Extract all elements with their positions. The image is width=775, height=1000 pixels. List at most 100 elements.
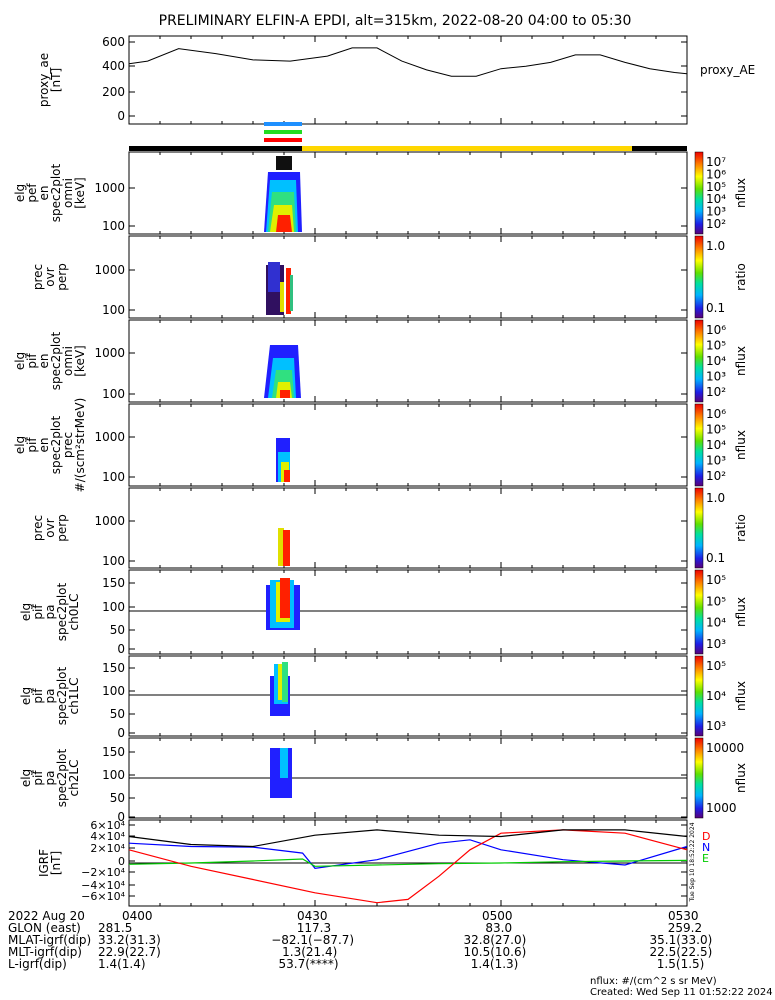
panel-4-ylabel: [keV]: [73, 345, 87, 376]
panel-3-ylabel: ovr: [43, 267, 57, 286]
p7-green: [282, 662, 288, 702]
panel-8-ylabel: pif: [31, 688, 45, 704]
panel-6-colorbar: [694, 487, 704, 569]
panel-5-colorbar: [694, 403, 704, 487]
panel-9-ylabel: pa: [43, 771, 57, 786]
panel-2-ytick: 1000: [94, 181, 125, 195]
xaxis-row-value: 259.2: [667, 921, 703, 935]
panel-7-ytick: 100: [102, 600, 125, 614]
xaxis-row-value: 1.4(1.3): [470, 957, 519, 971]
xaxis-row-label: MLAT-igrf(dip): [8, 933, 92, 947]
panel-5-ylabel: en: [37, 438, 51, 453]
panel-1-frame: [128, 35, 688, 125]
panel-5-ytick: 1000: [94, 430, 125, 444]
panel-8-ytick: 0: [117, 726, 125, 740]
panel-1-ylabel: proxy_ae: [37, 53, 51, 107]
panel-5-ylabel: prec: [61, 432, 75, 458]
panel-4-ylabel: elg: [13, 352, 27, 370]
panel-2-ylabel: spec2plot: [49, 163, 63, 222]
panel-9-colorbar: [694, 737, 704, 819]
panel-5-cbar-tick: 10²: [706, 469, 726, 483]
panel-6-ylabel: perp: [55, 514, 69, 542]
panel-10-ytick: 0: [118, 855, 125, 868]
panel-4-ylabel: spec2plot: [49, 331, 63, 390]
panel-3-cbar-tick: 0.1: [706, 301, 725, 315]
xaxis-tick-0500: 0500: [482, 909, 513, 923]
xaxis-header: 2022 Aug 20: [8, 909, 85, 923]
panel-2-cbar-tick: 10³: [706, 205, 726, 219]
panel-10-ylabel: IGRF: [37, 849, 51, 877]
xaxis-row-value: 281.5: [98, 921, 133, 935]
panel-8-ylabel: ch1LC: [67, 678, 81, 715]
p8-cyan: [280, 748, 288, 778]
panel-4-cbar-label: nflux: [734, 346, 748, 376]
panel-8-ylabel: pa: [43, 689, 57, 704]
panel-8-ytick: 150: [102, 661, 125, 675]
panel-4-cbar-tick: 10⁴: [706, 354, 726, 368]
created-stamp: Created: Wed Sep 11 01:52:22 2024: [590, 987, 773, 998]
panel-9-ylabel: pif: [31, 770, 45, 786]
panel-5-frame: [128, 403, 688, 487]
panel-6-cbar-tick: 0.1: [706, 551, 725, 565]
panel-8-frame: [128, 655, 688, 737]
igrf-total-line: [128, 829, 688, 848]
panel-2-cbar-label: nflux: [734, 178, 748, 208]
panel-4-ytick: 100: [102, 387, 125, 401]
panel-10-ytick: −6×10⁴: [81, 890, 125, 903]
panel-6-cbar-label: ratio: [734, 514, 748, 542]
panel-4-cbar-tick: 10⁵: [706, 339, 726, 353]
igrf-legend-n: N: [702, 841, 710, 854]
panel-2-cbar-tick: 10⁶: [706, 167, 726, 181]
p1-red: [276, 215, 292, 232]
xaxis-row-value: 83.0: [485, 921, 513, 935]
panel-9-cbar-tick: 1000: [706, 801, 737, 815]
xaxis-row-value: 10.5(10.6): [463, 945, 527, 959]
panel-7-ytick: 150: [102, 576, 125, 590]
panel-7-cbar-tick: 10⁵: [706, 573, 726, 587]
panel-7-ytick: 50: [110, 623, 125, 637]
panel-10-ytick: 6×10⁴: [90, 819, 125, 832]
time-status-bars: [129, 122, 687, 151]
panel-7-ylabel: elg: [19, 603, 33, 621]
xaxis-row-label: MLT-igrf(dip): [8, 945, 82, 959]
panel-4-ylabel: pif: [25, 353, 39, 369]
panel-10-ytick: −2×10⁴: [81, 866, 125, 879]
panel-2-ylabel: en: [37, 186, 51, 201]
p2-green: [290, 275, 293, 311]
panel-3-ylabel: prec: [31, 264, 45, 290]
panel-7-ytick: 0: [117, 642, 125, 656]
panel-8-ytick: 100: [102, 684, 125, 698]
spectrogram-blobs: [264, 156, 302, 798]
p1-scatter: [276, 156, 292, 170]
panel-6-cbar-tick: 1.0: [706, 491, 725, 505]
xaxis-row-label: GLON (east): [8, 921, 81, 935]
panel-7-ylabel: pa: [43, 605, 57, 620]
panel-1-ytick: 200: [102, 85, 125, 99]
panel-8-ytick: 50: [110, 707, 125, 721]
panel-3-cbar-label: ratio: [734, 263, 748, 291]
panel-9-ytick: 0: [117, 810, 125, 824]
units-note: nflux: #/(cm^2 s sr MeV): [590, 976, 717, 987]
panel-3-cbar-tick: 1.0: [706, 239, 725, 253]
p2-yellow: [280, 282, 284, 312]
panel-3-ylabel: perp: [55, 263, 69, 291]
panel-2-ylabel: [keV]: [73, 177, 87, 208]
panel-5-cbar-tick: 10⁶: [706, 407, 726, 421]
panel-2-ylabel: omni: [61, 178, 75, 208]
panel-4-colorbar: [694, 319, 704, 403]
panel-6-ytick: 1000: [94, 514, 125, 528]
igrf-n-line: [128, 839, 688, 869]
panel-8-cbar-tick: 10⁴: [706, 689, 726, 703]
xaxis-row-value: 35.1(33.0): [649, 933, 713, 947]
panel-10-ylabel: [nT]: [49, 851, 63, 875]
panel-5-ylabel: pif: [25, 437, 39, 453]
p5-yellow: [278, 528, 284, 566]
xaxis-row-value: 22.5(22.5): [649, 945, 713, 959]
panel-7-frame: [128, 569, 688, 655]
line-series: proxy_AE DNE Tue Sep 10 18:52:22 2024: [128, 47, 755, 904]
panel-5-ylabel: #/(scm²strMeV): [73, 398, 87, 493]
panel-2-ylabel: pef: [25, 183, 39, 203]
panel-4-cbar-tick: 10²: [706, 385, 726, 399]
panel-2-ylabel: elg: [13, 184, 27, 202]
